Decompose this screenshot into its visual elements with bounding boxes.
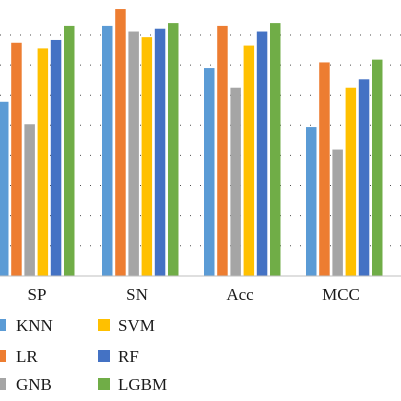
bar-rf-acc bbox=[256, 31, 268, 277]
bar-knn-sp bbox=[0, 101, 9, 276]
legend-swatch-svm bbox=[98, 319, 110, 331]
legend-swatch-rf bbox=[98, 350, 110, 362]
legend-swatch-lgbm bbox=[98, 378, 110, 390]
bar-knn-sn bbox=[102, 25, 113, 276]
gridlines bbox=[0, 34, 401, 247]
legend-label-lgbm: LGBM bbox=[118, 375, 167, 394]
bar-lgbm-mcc bbox=[372, 59, 383, 276]
category-label: SN bbox=[126, 285, 148, 304]
legend-label-rf: RF bbox=[118, 347, 139, 366]
bar-lr-sp bbox=[11, 42, 22, 276]
bar-rf-mcc bbox=[358, 79, 370, 276]
bar-lr-mcc bbox=[319, 62, 330, 276]
legend-swatch-knn bbox=[0, 319, 6, 331]
bar-svm-sp bbox=[37, 48, 49, 276]
bar-lr-acc bbox=[217, 25, 228, 276]
bar-svm-acc bbox=[243, 45, 255, 276]
category-labels: SP SN Acc MCC bbox=[28, 285, 360, 304]
bar-rf-sp bbox=[50, 39, 62, 277]
legend-label-svm: SVM bbox=[118, 316, 155, 335]
legend: KNN LR GNB SVM RF LGBM bbox=[0, 316, 167, 394]
bar-gnb-sn bbox=[128, 31, 139, 277]
category-label: MCC bbox=[322, 285, 360, 304]
bar-lr-sn bbox=[115, 9, 126, 277]
category-label: SP bbox=[28, 285, 47, 304]
category-label: Acc bbox=[226, 285, 254, 304]
legend-swatch-gnb bbox=[0, 378, 6, 390]
legend-swatch-lr bbox=[0, 350, 6, 362]
bar-rf-sn bbox=[154, 28, 166, 276]
legend-label-knn: KNN bbox=[16, 316, 53, 335]
bar-gnb-sp bbox=[24, 124, 35, 276]
bar-svm-sn bbox=[141, 37, 153, 277]
bar-gnb-acc bbox=[230, 87, 241, 276]
bar-lgbm-sp bbox=[64, 25, 75, 276]
bar-gnb-mcc bbox=[332, 149, 343, 276]
bar-lgbm-sn bbox=[168, 23, 179, 276]
legend-label-gnb: GNB bbox=[16, 375, 52, 394]
bars bbox=[0, 9, 383, 277]
bar-svm-mcc bbox=[345, 87, 357, 276]
legend-label-lr: LR bbox=[16, 347, 38, 366]
bar-knn-acc bbox=[204, 68, 215, 276]
bar-knn-mcc bbox=[306, 127, 317, 276]
bar-lgbm-acc bbox=[270, 23, 281, 276]
